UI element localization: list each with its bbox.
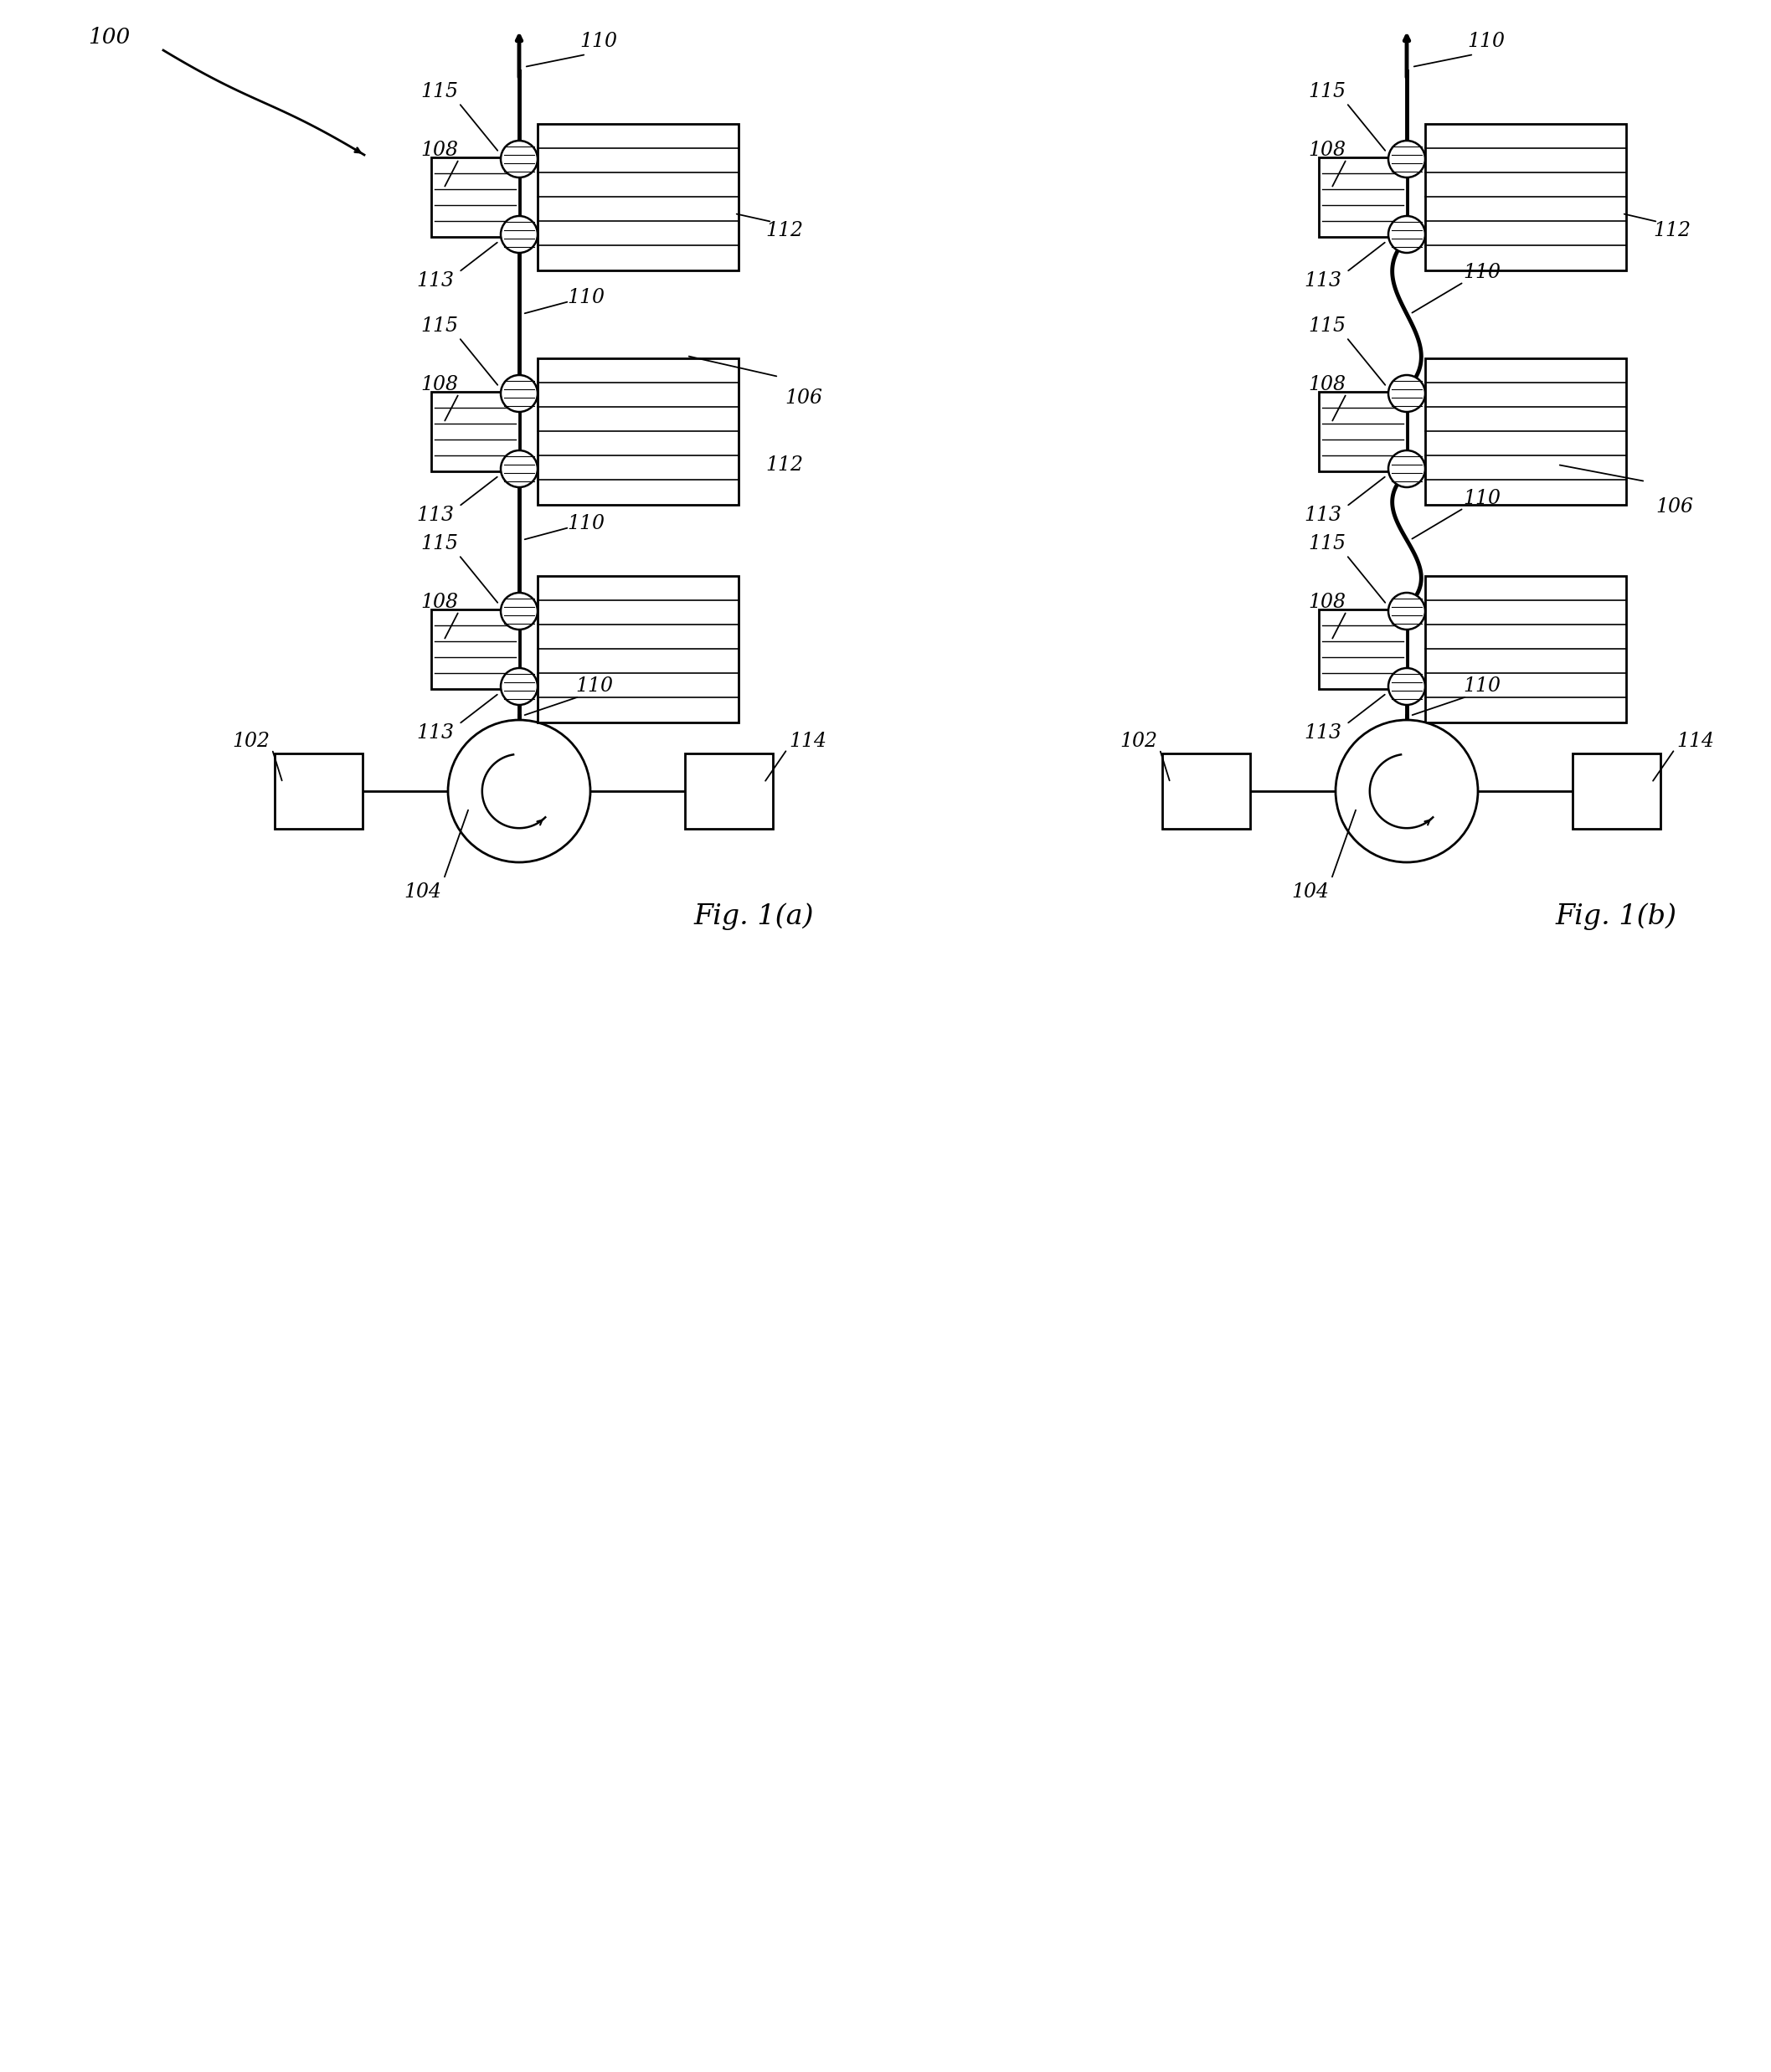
Bar [538, 358, 739, 503]
Bar [1426, 576, 1626, 721]
Text: 108: 108 [421, 141, 459, 160]
Text: 114: 114 [1677, 731, 1714, 750]
Text: 108: 108 [1309, 375, 1346, 396]
Bar [1319, 609, 1406, 688]
Bar [430, 609, 519, 688]
Text: 110: 110 [567, 288, 606, 307]
Bar [430, 392, 519, 470]
Circle shape [501, 141, 538, 178]
Circle shape [501, 375, 538, 412]
Bar [1426, 358, 1626, 503]
Text: 113: 113 [1303, 506, 1342, 524]
Text: 108: 108 [421, 375, 459, 396]
Text: 106: 106 [1656, 497, 1693, 516]
Circle shape [501, 667, 538, 704]
Bar [538, 576, 739, 721]
Text: 113: 113 [416, 723, 455, 742]
Bar [1162, 754, 1250, 829]
Text: 102: 102 [1119, 731, 1158, 750]
Text: 115: 115 [421, 535, 459, 553]
Text: 100: 100 [89, 27, 129, 48]
Circle shape [1388, 450, 1426, 487]
Bar [538, 124, 739, 269]
Text: 115: 115 [1309, 317, 1346, 336]
Bar [275, 754, 361, 829]
Text: 110: 110 [579, 33, 618, 52]
Bar [685, 754, 772, 829]
Text: 110: 110 [1468, 33, 1505, 52]
Text: 110: 110 [567, 514, 606, 533]
Bar [1573, 754, 1659, 829]
Bar [1319, 157, 1406, 236]
Circle shape [1388, 375, 1426, 412]
Text: 112: 112 [765, 220, 804, 240]
Text: 110: 110 [1463, 678, 1502, 696]
Text: 110: 110 [1463, 263, 1502, 282]
Bar [430, 157, 519, 236]
Text: 113: 113 [1303, 723, 1342, 742]
Text: 112: 112 [1654, 220, 1691, 240]
Circle shape [501, 593, 538, 630]
Text: 112: 112 [765, 456, 804, 474]
Circle shape [448, 719, 590, 862]
Text: 110: 110 [576, 678, 613, 696]
Text: 106: 106 [785, 387, 824, 408]
Text: 104: 104 [1291, 883, 1330, 901]
Text: 113: 113 [416, 506, 455, 524]
Circle shape [1388, 141, 1426, 178]
Text: 115: 115 [421, 317, 459, 336]
Bar [1426, 124, 1626, 269]
Circle shape [501, 450, 538, 487]
Text: 110: 110 [1463, 489, 1502, 508]
Text: Fig. 1(a): Fig. 1(a) [694, 903, 813, 930]
Text: 114: 114 [790, 731, 827, 750]
Text: 115: 115 [421, 83, 459, 102]
Circle shape [1335, 719, 1479, 862]
Circle shape [1388, 215, 1426, 253]
Text: 108: 108 [421, 593, 459, 613]
Circle shape [1388, 593, 1426, 630]
Text: 108: 108 [1309, 141, 1346, 160]
Bar [1319, 392, 1406, 470]
Text: Fig. 1(b): Fig. 1(b) [1555, 903, 1677, 930]
Circle shape [1388, 667, 1426, 704]
Text: 104: 104 [404, 883, 441, 901]
Circle shape [501, 215, 538, 253]
Text: 108: 108 [1309, 593, 1346, 613]
Text: 115: 115 [1309, 83, 1346, 102]
Text: 113: 113 [416, 271, 455, 290]
Text: 115: 115 [1309, 535, 1346, 553]
Text: 102: 102 [232, 731, 269, 750]
Text: 113: 113 [1303, 271, 1342, 290]
